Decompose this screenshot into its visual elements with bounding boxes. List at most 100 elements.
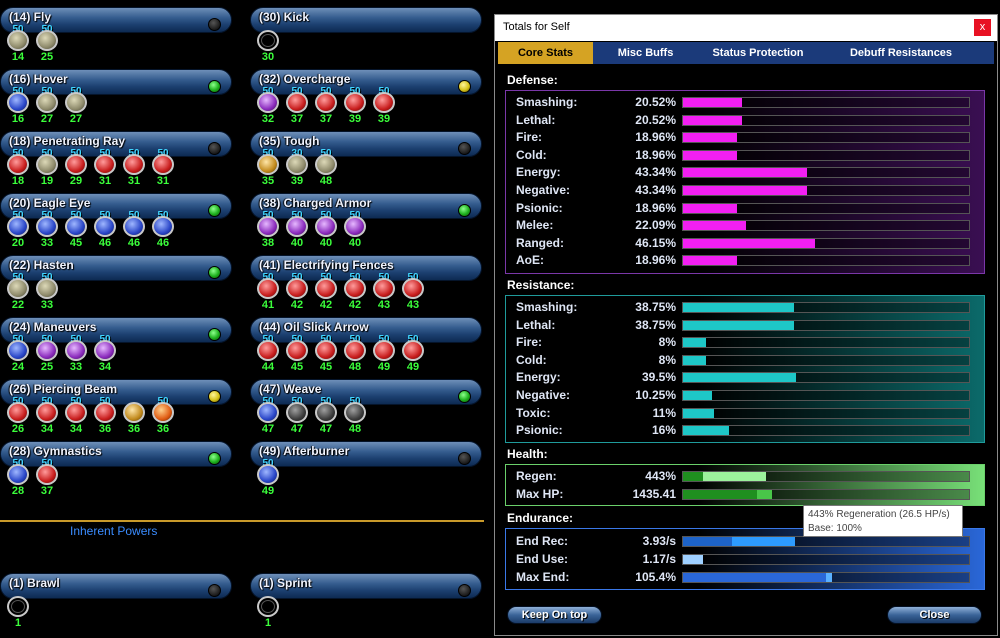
stat-value: 443% xyxy=(645,469,676,483)
enhancement-slot[interactable]: 50 20 xyxy=(6,210,30,249)
close-icon[interactable]: x xyxy=(974,19,991,36)
stat-bar-track xyxy=(682,425,970,437)
enhancement-slot[interactable]: 50 22 xyxy=(6,272,30,311)
enhancement-slot[interactable]: 50 28 xyxy=(6,458,30,497)
power-bar[interactable]: (35) Tough xyxy=(250,131,482,157)
enhancement-slot[interactable]: 50 42 xyxy=(343,272,367,311)
enhancement-slot[interactable]: 50 45 xyxy=(285,334,309,373)
enhancement-slot[interactable]: 50 24 xyxy=(6,334,30,373)
power-bar[interactable]: (32) Overcharge xyxy=(250,69,482,95)
enhancement-slot[interactable]: 50 36 xyxy=(93,396,117,435)
enhancement-slot[interactable]: 50 33 xyxy=(64,334,88,373)
enhancement-slot[interactable]: 50 31 xyxy=(93,148,117,187)
enhancement-slot[interactable]: 50 19 xyxy=(35,148,59,187)
enhancement-slot[interactable]: 50 48 xyxy=(343,396,367,435)
enhancement-slot[interactable]: 50 43 xyxy=(372,272,396,311)
tab-core-stats[interactable]: Core Stats xyxy=(498,42,593,64)
enhancement-level: 30 xyxy=(285,148,309,159)
enhancement-slot[interactable]: 50 40 xyxy=(343,210,367,249)
power-bar[interactable]: (30) Kick xyxy=(250,7,482,33)
enhancement-slot[interactable]: 50 33 xyxy=(35,272,59,311)
close-button[interactable]: Close xyxy=(887,606,982,624)
window-titlebar[interactable]: Totals for Self x xyxy=(495,15,997,41)
enhancement-slot[interactable]: 50 46 xyxy=(151,210,175,249)
enhancement-slot[interactable]: 50 34 xyxy=(35,396,59,435)
enhancement-slot[interactable]: 30 xyxy=(256,24,280,63)
enhancement-slot[interactable]: 50 40 xyxy=(285,210,309,249)
stat-value: 20.52% xyxy=(635,95,676,109)
enhancement-slot[interactable]: 50 35 xyxy=(256,148,280,187)
enhancement-slot[interactable]: 50 45 xyxy=(64,210,88,249)
enhancement-slot[interactable]: 50 32 xyxy=(256,86,280,125)
enhancement-slot[interactable]: 50 48 xyxy=(314,148,338,187)
power-bar[interactable]: (49) Afterburner xyxy=(250,441,482,467)
power-bar[interactable]: (14) Fly xyxy=(0,7,232,33)
power-name: (49) Afterburner xyxy=(259,444,350,458)
enhancement-slot[interactable]: 50 31 xyxy=(151,148,175,187)
enhancement-slot[interactable]: 50 42 xyxy=(314,272,338,311)
enhancement-slot[interactable]: 50 49 xyxy=(256,458,280,497)
enhancement-slot[interactable]: 50 31 xyxy=(122,148,146,187)
enhancement-slot[interactable]: 50 40 xyxy=(314,210,338,249)
enhancement-slot[interactable]: 50 34 xyxy=(93,334,117,373)
power-bar[interactable]: (44) Oil Slick Arrow xyxy=(250,317,482,343)
enhancement-slot[interactable]: 50 25 xyxy=(35,334,59,373)
enhancement-slot[interactable]: 50 46 xyxy=(122,210,146,249)
keep-on-top-button[interactable]: Keep On top xyxy=(507,606,602,624)
enhancement-slot[interactable]: 50 46 xyxy=(93,210,117,249)
power-bar[interactable]: (16) Hover xyxy=(0,69,232,95)
enhancement-slot[interactable]: 1 xyxy=(256,590,280,629)
enhancement-slot[interactable]: 50 42 xyxy=(285,272,309,311)
power-bar[interactable]: (20) Eagle Eye xyxy=(0,193,232,219)
enhancement-slot[interactable]: 50 47 xyxy=(314,396,338,435)
power-bar[interactable]: (1) Sprint xyxy=(250,573,482,599)
power-bar[interactable]: (38) Charged Armor xyxy=(250,193,482,219)
power-bar[interactable]: (28) Gymnastics xyxy=(0,441,232,467)
stat-bar-total xyxy=(683,472,766,481)
enhancement-slot[interactable]: 50 29 xyxy=(64,148,88,187)
stat-label: End Rec: xyxy=(516,534,569,548)
enhancement-slot[interactable]: 50 36 xyxy=(151,396,175,435)
power-bar[interactable]: (22) Hasten xyxy=(0,255,232,281)
enhancement-slot[interactable]: 50 44 xyxy=(256,334,280,373)
enhancement-slot[interactable]: 50 49 xyxy=(401,334,425,373)
enhancement-slot[interactable]: 50 47 xyxy=(256,396,280,435)
enhancement-slot[interactable]: 50 37 xyxy=(35,458,59,497)
enhancement-slot[interactable]: 30 39 xyxy=(285,148,309,187)
power-bar[interactable]: (1) Brawl xyxy=(0,573,232,599)
power-bar[interactable]: (26) Piercing Beam xyxy=(0,379,232,405)
enhancement-slot[interactable]: 50 14 xyxy=(6,24,30,63)
enhancement-slot[interactable]: 50 49 xyxy=(372,334,396,373)
power-bar[interactable]: (24) Maneuvers xyxy=(0,317,232,343)
enhancement-slot[interactable]: 50 27 xyxy=(64,86,88,125)
power-bar[interactable]: (41) Electrifying Fences xyxy=(250,255,482,281)
enhancement-slot[interactable]: 50 45 xyxy=(314,334,338,373)
enhancement-slot[interactable]: 50 41 xyxy=(256,272,280,311)
enhancement-slot[interactable]: 50 48 xyxy=(343,334,367,373)
enhancement-icon xyxy=(94,402,116,423)
enhancement-slot[interactable]: 50 38 xyxy=(256,210,280,249)
enhancement-slot[interactable]: 50 26 xyxy=(6,396,30,435)
power-bar[interactable]: (47) Weave xyxy=(250,379,482,405)
stat-value: 11% xyxy=(652,405,676,420)
enhancement-slot[interactable]: 36 xyxy=(122,396,146,435)
enhancement-slot[interactable]: 50 39 xyxy=(372,86,396,125)
enhancement-slot[interactable]: 50 18 xyxy=(6,148,30,187)
power-toggle-indicator-icon xyxy=(208,328,221,341)
enhancement-slot[interactable]: 50 43 xyxy=(401,272,425,311)
enhancement-slot[interactable]: 50 47 xyxy=(285,396,309,435)
tab-debuff-resistances[interactable]: Debuff Resistances xyxy=(849,47,953,59)
enhancement-slot[interactable]: 1 xyxy=(6,590,30,629)
enhancement-slot[interactable]: 50 39 xyxy=(343,86,367,125)
tab-misc-buffs[interactable]: Misc Buffs xyxy=(617,47,674,59)
enhancement-slot[interactable]: 50 37 xyxy=(285,86,309,125)
enhancement-slot[interactable]: 50 33 xyxy=(35,210,59,249)
enhancement-slot[interactable]: 50 27 xyxy=(35,86,59,125)
tab-status-protection[interactable]: Status Protection xyxy=(712,47,804,59)
enhancement-slot[interactable]: 50 34 xyxy=(64,396,88,435)
enhancement-slot[interactable]: 50 37 xyxy=(314,86,338,125)
enhancement-slot[interactable]: 50 16 xyxy=(6,86,30,125)
power-bar[interactable]: (18) Penetrating Ray xyxy=(0,131,232,157)
enhancement-slot[interactable]: 50 25 xyxy=(35,24,59,63)
slot-level: 25 xyxy=(40,51,54,63)
